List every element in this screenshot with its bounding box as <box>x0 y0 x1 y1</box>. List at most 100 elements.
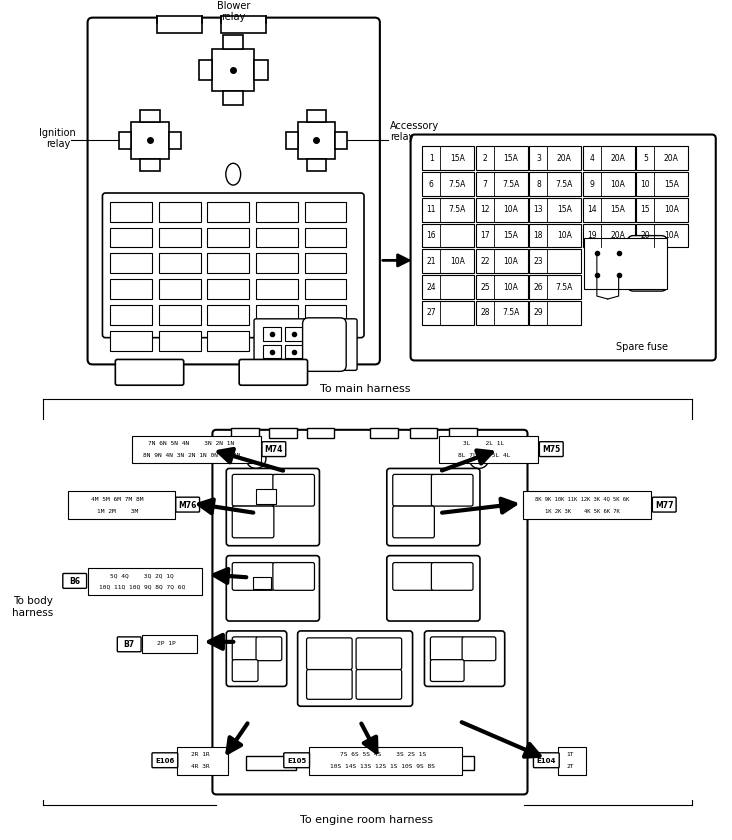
Bar <box>223 91 243 105</box>
Bar <box>529 223 581 248</box>
Bar <box>68 491 175 519</box>
FancyBboxPatch shape <box>534 753 559 768</box>
Text: 26: 26 <box>534 282 543 291</box>
Text: 7.5A: 7.5A <box>556 180 573 189</box>
Bar <box>159 228 201 248</box>
Bar <box>588 267 606 283</box>
FancyBboxPatch shape <box>232 563 274 591</box>
Text: 14: 14 <box>587 205 597 214</box>
Bar <box>231 428 259 438</box>
FancyBboxPatch shape <box>430 637 464 661</box>
Bar <box>111 305 152 325</box>
Text: 9: 9 <box>589 180 594 189</box>
FancyBboxPatch shape <box>239 360 307 386</box>
Bar <box>253 577 271 590</box>
Text: 28: 28 <box>480 308 490 318</box>
Bar <box>529 276 581 299</box>
Bar <box>529 172 581 196</box>
Bar <box>370 428 397 438</box>
Bar <box>610 267 627 283</box>
FancyBboxPatch shape <box>88 18 380 365</box>
Text: 29: 29 <box>534 308 543 318</box>
Bar <box>256 254 298 273</box>
FancyBboxPatch shape <box>256 637 282 661</box>
Text: E105: E105 <box>287 758 306 764</box>
Bar <box>142 635 197 653</box>
Bar <box>335 756 389 769</box>
Bar <box>159 279 201 299</box>
Bar <box>610 245 627 261</box>
Bar <box>439 436 539 464</box>
FancyBboxPatch shape <box>254 319 357 370</box>
Text: 2R 1R: 2R 1R <box>191 753 210 758</box>
Text: B7: B7 <box>124 640 135 649</box>
Text: 25: 25 <box>480 282 490 291</box>
Bar <box>111 331 152 350</box>
Text: Ignition
relay: Ignition relay <box>40 128 76 150</box>
Bar <box>256 305 298 325</box>
Text: 7N 6N 5N 4N    3N 2N 1N: 7N 6N 5N 4N 3N 2N 1N <box>149 441 235 446</box>
Text: 27: 27 <box>427 308 436 318</box>
Bar <box>159 331 201 350</box>
Text: M77: M77 <box>655 501 673 510</box>
FancyBboxPatch shape <box>273 563 315 591</box>
Text: 10Q 11Q 10Q 9Q 8Q 7Q 6Q: 10Q 11Q 10Q 9Q 8Q 7Q 6Q <box>99 585 185 590</box>
Text: M74: M74 <box>265 445 283 454</box>
Text: Accessory
relay: Accessory relay <box>389 121 439 142</box>
Text: 10A: 10A <box>503 257 518 266</box>
FancyBboxPatch shape <box>117 637 141 652</box>
Circle shape <box>246 449 266 469</box>
Text: 12: 12 <box>480 205 490 214</box>
Text: 13: 13 <box>534 205 543 214</box>
Text: 5Q 4Q    3Q 2Q 1Q: 5Q 4Q 3Q 2Q 1Q <box>111 573 174 578</box>
Ellipse shape <box>225 163 241 185</box>
Bar <box>476 146 528 171</box>
Bar <box>285 132 298 150</box>
FancyBboxPatch shape <box>307 638 352 669</box>
Bar <box>529 146 581 171</box>
Bar <box>198 60 212 80</box>
Bar <box>307 110 326 122</box>
Bar <box>422 172 474 196</box>
Bar <box>263 344 281 359</box>
Bar <box>476 301 528 325</box>
Text: 15A: 15A <box>449 154 465 163</box>
Text: 19: 19 <box>587 231 597 240</box>
FancyBboxPatch shape <box>302 318 346 371</box>
Text: 15A: 15A <box>503 154 518 163</box>
Bar <box>476 276 528 299</box>
FancyBboxPatch shape <box>284 753 310 768</box>
Bar <box>207 202 249 222</box>
Bar <box>246 756 296 769</box>
FancyBboxPatch shape <box>102 193 364 338</box>
Bar <box>140 110 160 122</box>
Text: E104: E104 <box>537 758 556 764</box>
Bar <box>111 254 152 273</box>
Bar <box>207 279 249 299</box>
FancyBboxPatch shape <box>232 659 258 681</box>
FancyBboxPatch shape <box>232 506 274 538</box>
FancyBboxPatch shape <box>212 430 528 795</box>
Text: 11: 11 <box>427 205 436 214</box>
Text: 3L    2L 1L: 3L 2L 1L <box>463 441 504 446</box>
Bar <box>212 50 254 91</box>
Bar <box>157 16 201 34</box>
Bar <box>583 198 635 222</box>
Text: 1: 1 <box>429 154 434 163</box>
Text: M75: M75 <box>542 445 561 454</box>
Text: 2: 2 <box>482 154 488 163</box>
Bar <box>298 122 335 160</box>
Bar <box>269 428 296 438</box>
Bar <box>529 301 581 325</box>
Bar <box>422 276 474 299</box>
FancyBboxPatch shape <box>430 659 464 681</box>
Text: 8: 8 <box>536 180 541 189</box>
Bar <box>263 327 281 341</box>
Text: 1T: 1T <box>567 753 574 758</box>
FancyBboxPatch shape <box>116 360 184 386</box>
Bar <box>254 60 268 80</box>
Text: 15: 15 <box>640 205 650 214</box>
Bar <box>476 223 528 248</box>
Bar <box>140 160 160 171</box>
Bar <box>207 331 249 350</box>
